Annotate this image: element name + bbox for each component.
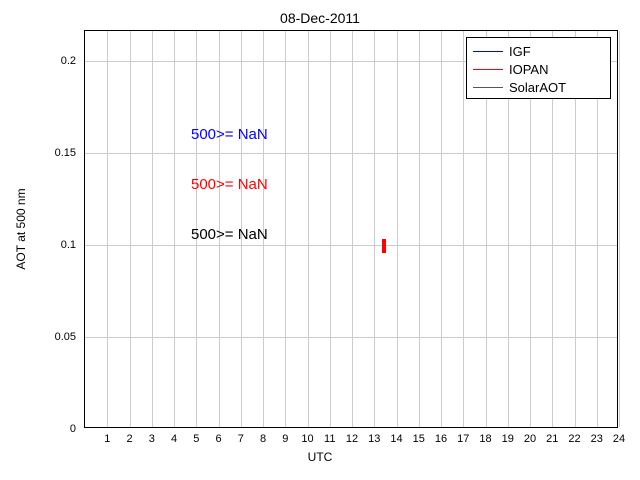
x-tick-label-18: 18 [479,433,491,445]
iopan-data-point [382,239,386,253]
y-tick-label-0.1: 0.1 [1,239,76,251]
legend-line-iopan [473,69,503,70]
x-tick-label-6: 6 [215,433,221,445]
x-tick-label-16: 16 [435,433,447,445]
x-tick-label-14: 14 [390,433,402,445]
x-tick-label-10: 10 [301,433,313,445]
x-tick-label-23: 23 [591,433,603,445]
gridline-vertical-13 [374,31,375,427]
legend-label-igf: IGF [509,44,531,59]
y-tick-label-0.15: 0.15 [1,147,76,159]
legend-label-solaraot: SolarAOT [509,80,566,95]
y-tick-label-0.2: 0.2 [1,55,76,67]
legend-line-igf [473,51,503,52]
gridline-vertical-12 [352,31,353,427]
x-tick-label-2: 2 [126,433,132,445]
y-axis-label: AOT at 500 nm [14,188,28,269]
gridline-vertical-11 [330,31,331,427]
y-tick-label-0: 0 [1,423,76,435]
gridline-horizontal-0.15 [85,153,617,154]
gridline-vertical-2 [130,31,131,427]
legend-entry-iopan: IOPAN [473,60,604,78]
x-tick-label-8: 8 [260,433,266,445]
x-tick-label-4: 4 [171,433,177,445]
gridline-vertical-24 [619,31,620,427]
aot-annotation-2: 500>= NaN [191,226,268,243]
gridline-horizontal-0.05 [85,337,617,338]
x-tick-label-7: 7 [238,433,244,445]
legend-rows: IGF IOPAN SolarAOT [473,42,604,96]
gridline-vertical-17 [463,31,464,427]
gridline-vertical-14 [397,31,398,427]
chart-container: 08-Dec-2011 1 2 3 4 5 6 7 8 9 10 11 12 13 14 15 16 17 18 1… [0,0,640,480]
legend-line-solaraot [473,87,503,88]
gridline-vertical-3 [152,31,153,427]
x-tick-label-24: 24 [613,433,625,445]
legend-entry-solaraot: SolarAOT [473,78,604,96]
gridline-horizontal-0.1 [85,245,617,246]
x-tick-label-3: 3 [149,433,155,445]
gridline-vertical-15 [419,31,420,427]
legend-entry-igf: IGF [473,42,604,60]
x-tick-label-5: 5 [193,433,199,445]
x-tick-label-15: 15 [413,433,425,445]
x-tick-label-13: 13 [368,433,380,445]
x-tick-label-11: 11 [324,433,335,445]
x-axis-label: UTC [0,450,640,464]
legend-label-iopan: IOPAN [509,62,549,77]
x-tick-label-19: 19 [502,433,514,445]
aot-annotation-1: 500>= NaN [191,176,268,193]
x-tick-label-22: 22 [568,433,580,445]
y-tick-label-0.05: 0.05 [1,331,76,343]
x-tick-label-1: 1 [104,433,110,445]
chart-title: 08-Dec-2011 [0,10,640,26]
x-tick-label-20: 20 [524,433,536,445]
x-tick-label-12: 12 [346,433,358,445]
x-tick-label-21: 21 [546,433,558,445]
gridline-vertical-9 [285,31,286,427]
x-tick-label-17: 17 [457,433,469,445]
gridline-vertical-1 [107,31,108,427]
aot-annotation-0: 500>= NaN [191,126,268,143]
x-tick-label-9: 9 [282,433,288,445]
plot-area: 1 2 3 4 5 6 7 8 9 10 11 12 13 14 15 16 17 18 19 20 21 22 23 24 … [84,30,618,428]
gridline-vertical-10 [308,31,309,427]
legend-box: IGF IOPAN SolarAOT [466,37,611,99]
gridline-vertical-16 [441,31,442,427]
gridline-vertical-4 [174,31,175,427]
